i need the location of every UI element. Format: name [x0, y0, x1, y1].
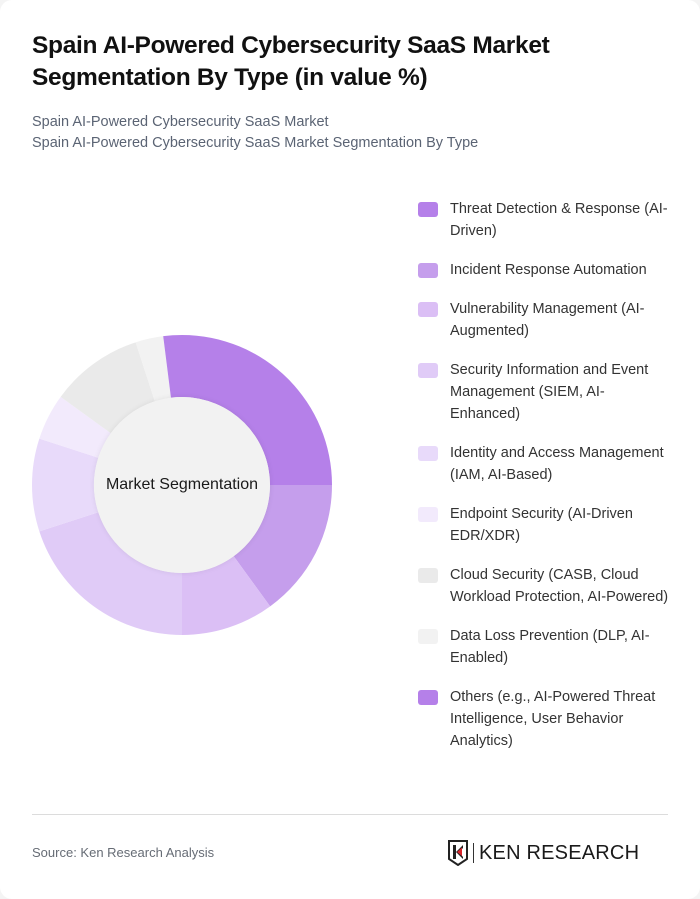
donut-slice[interactable] — [163, 335, 182, 398]
legend-item[interactable]: Cloud Security (CASB, Cloud Workload Pro… — [418, 564, 680, 608]
legend-item[interactable]: Others (e.g., AI-Powered Threat Intellig… — [418, 686, 680, 752]
legend-item[interactable]: Vulnerability Management (AI-Augmented) — [418, 298, 680, 342]
legend-label: Threat Detection & Response (AI-Driven) — [450, 201, 668, 239]
legend-label: Incident Response Automation — [450, 262, 647, 278]
legend-swatch-icon — [418, 363, 438, 378]
legend-swatch-icon — [418, 629, 438, 644]
legend-swatch-icon — [418, 446, 438, 461]
donut-slice[interactable] — [182, 335, 332, 485]
legend-swatch-icon — [418, 202, 438, 217]
legend-label: Others (e.g., AI-Powered Threat Intellig… — [450, 689, 656, 749]
source-note: Source: Ken Research Analysis — [32, 845, 215, 860]
donut-center: Market Segmentation — [94, 397, 270, 573]
legend-swatch-icon — [418, 263, 438, 278]
legend-label: Vulnerability Management (AI-Augmented) — [450, 301, 645, 339]
legend-label: Endpoint Security (AI-Driven EDR/XDR) — [450, 506, 633, 544]
subtitle-line-1: Spain AI-Powered Cybersecurity SaaS Mark… — [32, 114, 329, 130]
donut-chart: Market Segmentation — [32, 335, 332, 635]
legend-item[interactable]: Endpoint Security (AI-Driven EDR/XDR) — [418, 503, 680, 547]
logo-text: KEN RESEARCH — [479, 841, 640, 864]
legend-item[interactable]: Identity and Access Management (IAM, AI-… — [418, 442, 680, 486]
legend-item[interactable]: Security Information and Event Managemen… — [418, 359, 680, 425]
subtitle-line-2: Spain AI-Powered Cybersecurity SaaS Mark… — [32, 135, 479, 151]
donut-slice[interactable] — [39, 512, 182, 635]
donut-slice[interactable] — [135, 336, 171, 402]
chart-legend: Threat Detection & Response (AI-Driven) … — [418, 198, 680, 769]
legend-item[interactable]: Incident Response Automation — [418, 259, 680, 281]
ken-research-logo[interactable]: KEN RESEARCH — [447, 840, 639, 866]
donut-slice[interactable] — [39, 396, 111, 458]
legend-swatch-icon — [418, 690, 438, 705]
donut-slice[interactable] — [182, 556, 271, 635]
chart-subtitle: Spain AI-Powered Cybersecurity SaaS Mark… — [32, 112, 672, 154]
ken-shield-icon — [448, 840, 468, 866]
logo-separator — [473, 843, 474, 863]
legend-label: Cloud Security (CASB, Cloud Workload Pro… — [450, 567, 669, 605]
donut-slices — [32, 335, 332, 635]
donut-center-label: Market Segmentation — [105, 476, 259, 493]
legend-swatch-icon — [418, 568, 438, 583]
legend-swatch-icon — [418, 302, 438, 317]
legend-label: Security Information and Event Managemen… — [450, 362, 649, 422]
donut-slice[interactable] — [233, 485, 332, 607]
legend-label: Data Loss Prevention (DLP, AI-Enabled) — [450, 628, 650, 666]
chart-title: Spain AI-Powered Cybersecurity SaaS Mark… — [32, 32, 550, 91]
legend-item[interactable]: Threat Detection & Response (AI-Driven) — [418, 198, 680, 242]
donut-slice[interactable] — [32, 438, 99, 532]
legend-swatch-icon — [418, 507, 438, 522]
footer-divider — [32, 814, 668, 815]
legend-item[interactable]: Data Loss Prevention (DLP, AI-Enabled) — [418, 625, 680, 669]
donut-slice[interactable] — [60, 342, 155, 434]
legend-label: Identity and Access Management (IAM, AI-… — [450, 445, 664, 483]
